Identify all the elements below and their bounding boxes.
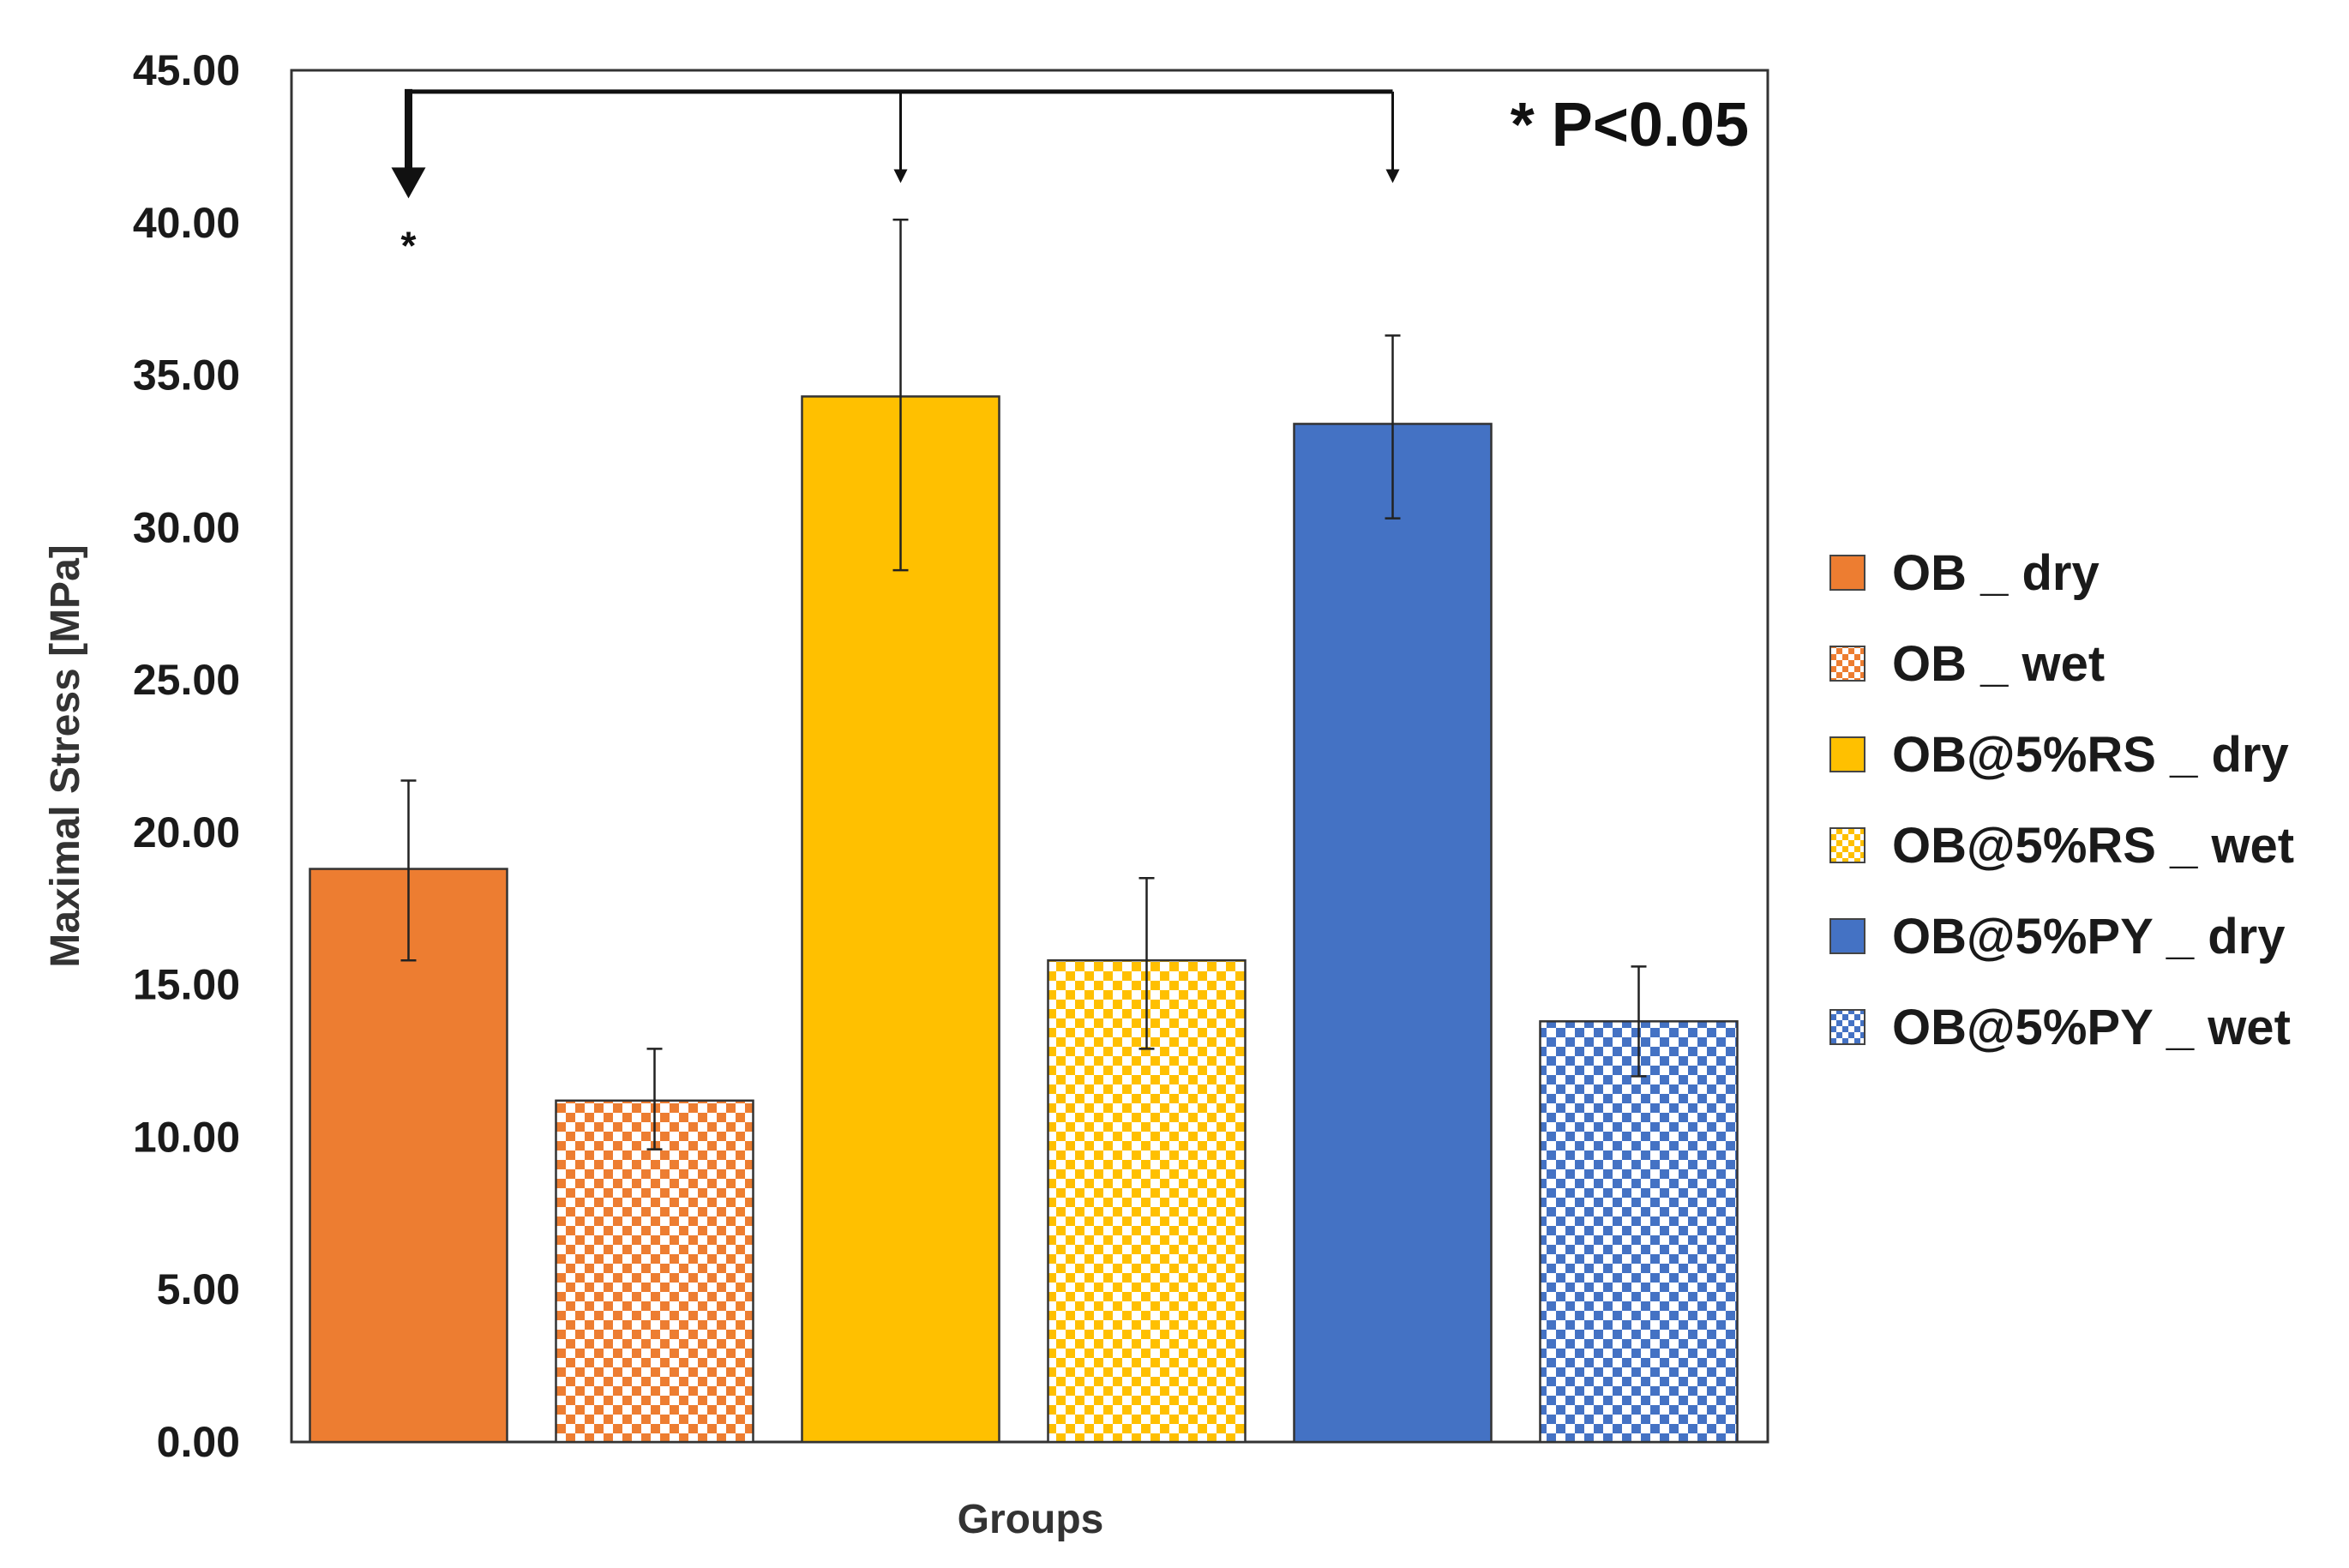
bars-group xyxy=(309,395,1739,1444)
y-tick-label: 35.00 xyxy=(133,351,240,400)
bar xyxy=(1293,423,1493,1444)
significance-label: * P<0.05 xyxy=(1511,91,1749,159)
legend-swatch xyxy=(1829,736,1865,772)
bar xyxy=(555,1099,754,1444)
error-bars-group xyxy=(400,218,1647,1150)
y-axis-ticks: 0.00 5.00 10.00 15.00 20.00 25.00 30.00 35.00 40… xyxy=(133,46,240,1466)
y-tick-label: 40.00 xyxy=(133,199,240,247)
legend-label: OB@5%RS _ wet xyxy=(1892,818,2294,874)
legend-swatch xyxy=(1829,646,1865,682)
y-tick-label: 30.00 xyxy=(133,503,240,551)
legend-label: OB@5%RS _ dry xyxy=(1892,727,2289,783)
bracket-arrow-head xyxy=(893,169,908,183)
significance-annotation: * xyxy=(391,88,1400,268)
y-tick-label: 15.00 xyxy=(133,961,240,1009)
legend-label: OB _ dry xyxy=(1892,545,2100,601)
legend-swatch xyxy=(1829,918,1865,954)
y-tick-label: 0.00 xyxy=(157,1418,240,1466)
y-tick-label: 10.00 xyxy=(133,1113,240,1161)
legend: OB _ dry OB _ wet OB@5%RS _ dry OB@5%RS _ w… xyxy=(1829,545,2294,1055)
legend-swatch xyxy=(1829,555,1865,591)
y-axis-title: Maximal Stress [MPa] xyxy=(43,544,88,968)
legend-swatch xyxy=(1829,827,1865,863)
x-axis-title: Groups xyxy=(958,1497,1104,1542)
plot-area-frame xyxy=(290,69,1769,1444)
bar xyxy=(1539,1020,1739,1444)
y-tick-label: 5.00 xyxy=(157,1265,240,1313)
legend-label: OB _ wet xyxy=(1892,636,2105,692)
bracket-arrow-head xyxy=(1385,169,1400,183)
legend-swatch xyxy=(1829,1009,1865,1045)
y-tick-label: 20.00 xyxy=(133,808,240,856)
legend-label: OB@5%PY _ wet xyxy=(1892,1000,2291,1055)
y-tick-label: 45.00 xyxy=(133,46,240,94)
y-tick-label: 25.00 xyxy=(133,656,240,704)
significance-star: * xyxy=(401,224,417,268)
legend-label: OB@5%PY _ dry xyxy=(1892,909,2285,964)
bracket-arrow-main-head xyxy=(391,167,426,199)
